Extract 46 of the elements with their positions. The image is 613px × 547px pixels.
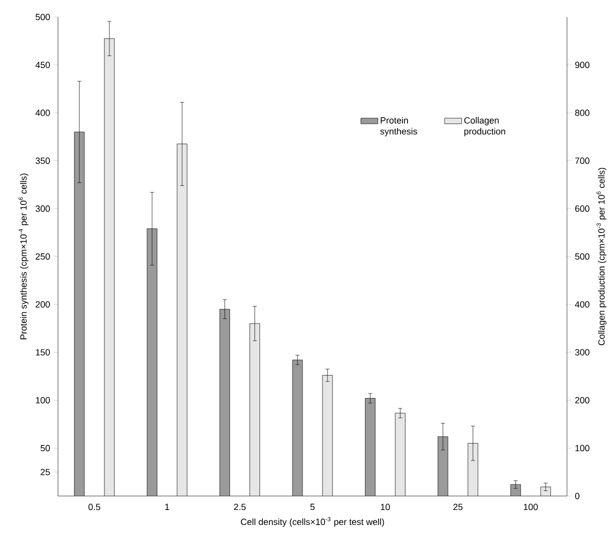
bar bbox=[365, 398, 376, 496]
y2-tick-label: 200 bbox=[575, 397, 590, 404]
bar bbox=[322, 375, 332, 496]
legend-label: Protein synthesis bbox=[380, 116, 418, 136]
y2-tick-label: 0 bbox=[575, 492, 580, 500]
bar bbox=[510, 484, 521, 496]
bar bbox=[395, 413, 406, 496]
x-tick-label: 10 bbox=[380, 504, 390, 510]
x-tick-label: 0.5 bbox=[88, 504, 100, 510]
y2-tick-label: 600 bbox=[575, 205, 590, 212]
bar bbox=[250, 324, 260, 496]
y2-tick-label: 400 bbox=[574, 301, 590, 308]
x-tick-label: 25 bbox=[453, 504, 463, 510]
x-tick-label: 2.5 bbox=[234, 504, 246, 510]
y2-tick-label: 100 bbox=[575, 444, 590, 452]
bar bbox=[438, 436, 448, 496]
bar bbox=[177, 144, 188, 496]
bar bbox=[104, 38, 114, 496]
y2-tick-label: 800 bbox=[575, 110, 590, 116]
y2-tick-label: 700 bbox=[575, 158, 590, 164]
bar bbox=[147, 228, 158, 496]
y-tick-label: 150 bbox=[36, 349, 50, 356]
y2-tick-label: 300 bbox=[575, 349, 590, 356]
bar bbox=[540, 486, 551, 496]
y-axis-title: Protein synthesis (cpm×10$^{-4}$ per 10$^{6}$ cells) bbox=[18, 174, 28, 340]
x-tick-label: 100 bbox=[524, 504, 538, 510]
x-tick-label: 5 bbox=[310, 504, 315, 510]
bar bbox=[292, 360, 302, 496]
y-tick-label: 50 bbox=[40, 444, 50, 452]
bar bbox=[74, 132, 84, 496]
y-tick-label: 250 bbox=[36, 253, 50, 260]
y2-tick-label: 900 bbox=[575, 62, 590, 68]
y2-axis-title: Collagen production (cpm×10$^{-3}$ per 10$^{6}$ cells) bbox=[596, 168, 606, 346]
x-axis-title: Cell density (cells×10$^{-3}$ per test well) bbox=[240, 516, 384, 527]
y-tick-label: 350 bbox=[36, 158, 50, 164]
y-tick-label: 25 bbox=[40, 468, 50, 476]
y-tick-label: 450 bbox=[35, 62, 50, 68]
y2-tick-label: 500 bbox=[575, 253, 590, 260]
bar bbox=[220, 309, 230, 496]
legend-label: Collagen production bbox=[464, 116, 506, 136]
y-tick-label: 200 bbox=[36, 301, 50, 308]
y-tick-label: 500 bbox=[36, 14, 50, 20]
x-tick-label: 1 bbox=[165, 504, 170, 510]
y-tick-label: 300 bbox=[36, 205, 50, 212]
y-tick-label: 100 bbox=[36, 397, 50, 404]
y-tick-label: 400 bbox=[35, 110, 50, 116]
